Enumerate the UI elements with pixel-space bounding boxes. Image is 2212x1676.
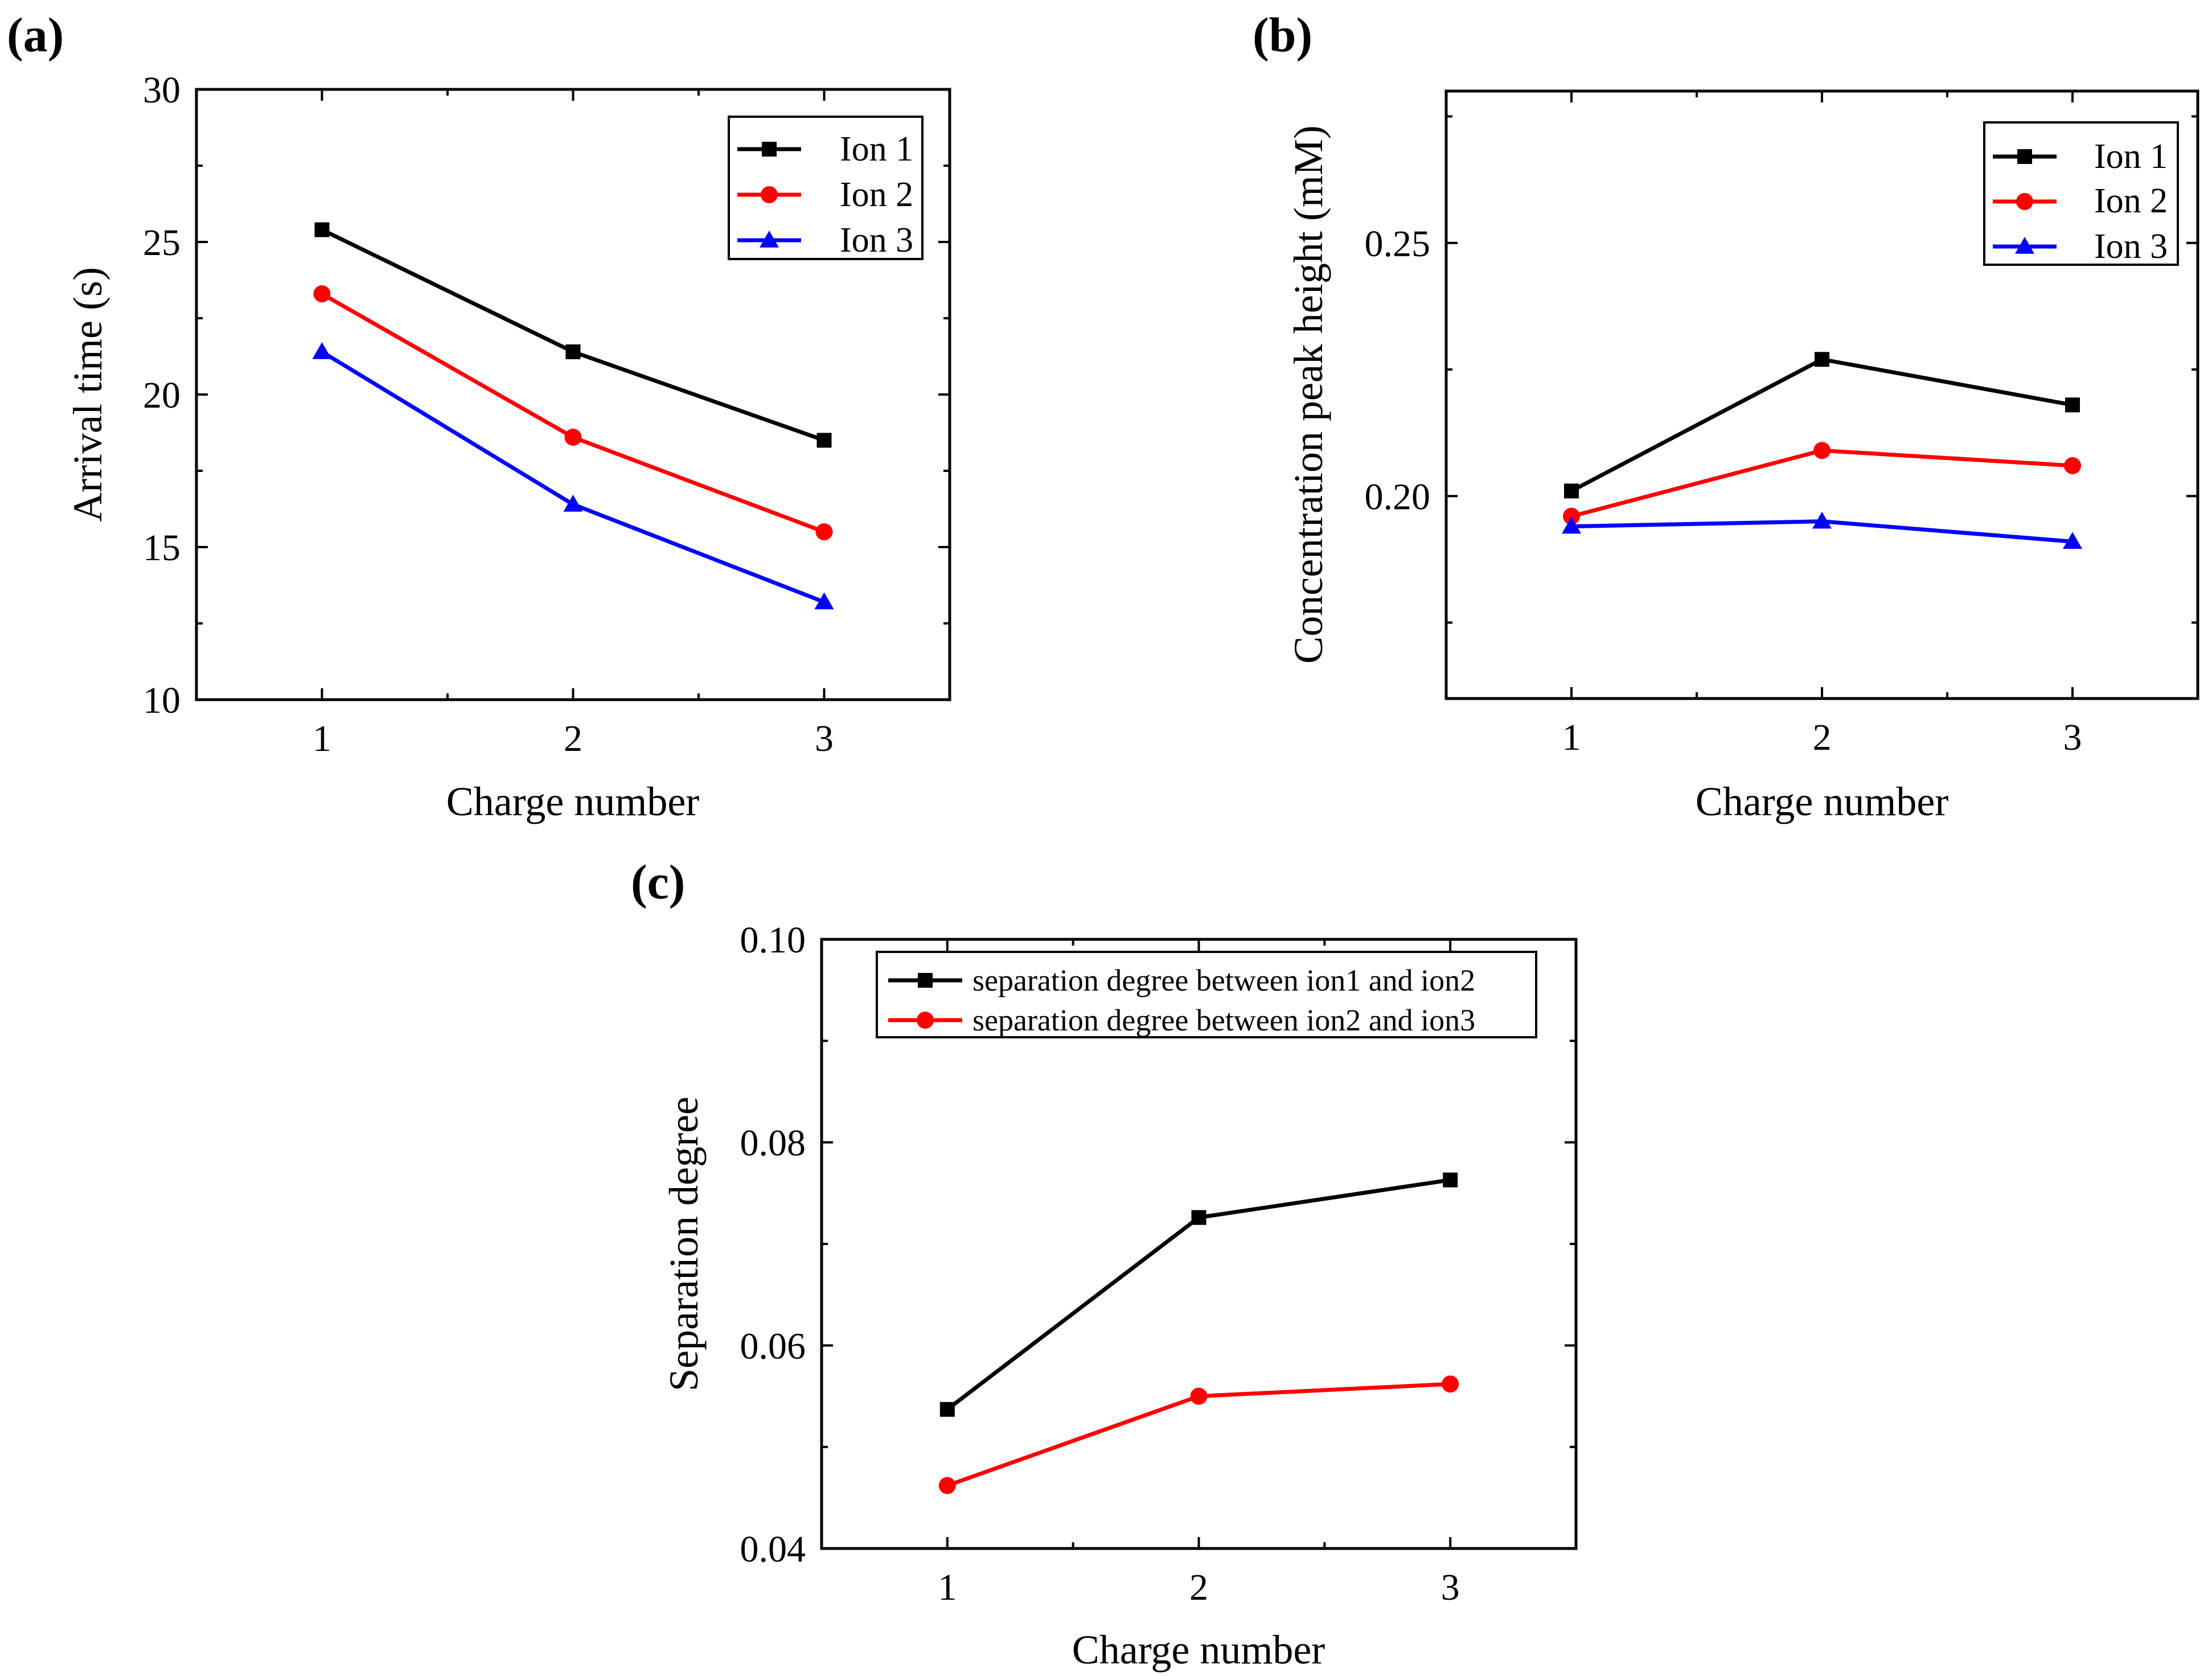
panel-a-series-1-point bbox=[314, 222, 330, 237]
panel-b-x-tick-label: 1 bbox=[1562, 717, 1581, 758]
panel-b-legend-label-ion1: Ion 1 bbox=[2094, 137, 2168, 176]
panel-b-x-tick-label: 3 bbox=[2063, 717, 2082, 758]
panel-a-legend: Ion 1 Ion 2 Ion 3 bbox=[728, 116, 924, 260]
panel-a-legend-label-ion2: Ion 2 bbox=[840, 175, 913, 214]
panel-a-legend-sample-2-marker bbox=[761, 186, 778, 203]
panel-a-series-3-point bbox=[563, 494, 583, 512]
panel-c-legend-box bbox=[876, 951, 1537, 1038]
panel-b-series-2-point bbox=[1563, 507, 1580, 525]
panel-c-series-1-point bbox=[1443, 1172, 1458, 1188]
panel-b-series-3-point bbox=[2063, 532, 2082, 549]
panel-b-legend: Ion 1 Ion 2 Ion 3 bbox=[1983, 121, 2179, 266]
panel-c-y-tick-label: 0.10 bbox=[740, 919, 806, 961]
panel-c-legend-label-ion2-ion3: separation degree between ion2 and ion3 bbox=[972, 1003, 1475, 1037]
panel-b-legend-sample-1-marker bbox=[2017, 149, 2032, 164]
panel-a-legend-samples bbox=[737, 142, 801, 248]
panel-a-ticks: 1 2 3 10 15 20 25 30 bbox=[143, 69, 950, 759]
panel-b-y-tick-label: 0.20 bbox=[1365, 476, 1431, 517]
panel-b-y-tick-label: 0.25 bbox=[1365, 223, 1431, 265]
panel-a-series-3-point bbox=[312, 342, 332, 359]
panel-b-legend-sample-2-marker bbox=[2016, 193, 2033, 210]
panel-a-x-tick-label: 2 bbox=[564, 718, 582, 759]
panel-b-series-2-line bbox=[1571, 448, 2073, 519]
panel-a-y-tick-label: 15 bbox=[143, 527, 180, 569]
panel-c: (c) 1 2 3 0.04 0.06 0.08 0.10 Charge number Se… bbox=[631, 855, 1578, 1673]
panel-a-legend-sample-3-marker bbox=[760, 231, 779, 248]
panel-a-y-tick-label: 30 bbox=[143, 69, 180, 111]
panel-c-y-tick-label: 0.04 bbox=[740, 1529, 806, 1570]
panel-c-legend: separation degree between ion1 and ion2 … bbox=[876, 951, 1537, 1038]
panel-b-series-1-point bbox=[1815, 352, 1829, 367]
panel-a-series-2-point bbox=[313, 285, 331, 303]
panel-b-ticks: 1 2 3 0.20 0.25 bbox=[1365, 91, 2198, 758]
panel-c-y-axis-title: Separation degree bbox=[661, 1096, 707, 1391]
panel-c-marks bbox=[938, 1172, 1459, 1494]
panel-a-legend-box bbox=[728, 116, 924, 260]
panel-a-series-1-point bbox=[816, 433, 832, 448]
panel-c-x-tick-label: 1 bbox=[938, 1567, 957, 1608]
panel-a-legend-sample-1-marker bbox=[762, 142, 777, 157]
panel-a-x-axis-title: Charge number bbox=[446, 779, 700, 824]
panel-c-label: (c) bbox=[631, 855, 685, 909]
panel-b-marks bbox=[1562, 352, 2082, 549]
panel-a-y-tick-label: 25 bbox=[143, 222, 180, 264]
panel-a: (a) 1 2 3 10 15 20 25 30 Charge number Arrival … bbox=[7, 7, 951, 824]
panel-b-legend-label-ion2: Ion 2 bbox=[2094, 182, 2168, 220]
panel-a-series-1-point bbox=[565, 344, 581, 359]
panel-c-x-tick-label: 3 bbox=[1441, 1567, 1460, 1608]
panel-a-label: (a) bbox=[7, 7, 64, 62]
panel-b-y-axis-title: Concentration peak height (mM) bbox=[1286, 125, 1331, 664]
panel-c-x-axis-title: Charge number bbox=[1072, 1627, 1325, 1673]
panel-c-legend-sample-1-marker bbox=[918, 973, 933, 988]
panel-c-y-tick-label: 0.08 bbox=[740, 1123, 806, 1164]
panel-a-series-3-point bbox=[814, 592, 834, 610]
panel-c-ticks: 1 2 3 0.04 0.06 0.08 0.10 bbox=[740, 919, 1576, 1608]
panel-a-series-3-line bbox=[321, 350, 825, 604]
panel-b-legend-sample-3-marker bbox=[2015, 237, 2034, 254]
panel-b-series-3-point bbox=[1562, 516, 1581, 534]
panel-c-series-1-point bbox=[1191, 1210, 1206, 1225]
panel-c-y-tick-label: 0.06 bbox=[740, 1325, 806, 1367]
panel-b-series-2-point bbox=[1813, 442, 1831, 459]
panel-b-series-1-line bbox=[1570, 357, 2073, 493]
panel-b-label: (b) bbox=[1253, 7, 1312, 62]
panel-a-x-tick-label: 1 bbox=[313, 718, 331, 759]
panel-b: (b) 1 2 3 0.20 0.25 Charge number Concentrat… bbox=[1253, 7, 2199, 824]
panel-a-marks bbox=[312, 222, 834, 610]
panel-a-legend-label-ion1: Ion 1 bbox=[840, 130, 913, 169]
panel-a-x-tick-label: 3 bbox=[815, 718, 834, 759]
panel-c-series-1-point bbox=[939, 1402, 955, 1417]
panel-c-series-2-point bbox=[1190, 1387, 1208, 1405]
panel-a-y-axis-title: Arrival time (s) bbox=[65, 267, 110, 522]
panel-c-series-2-point bbox=[938, 1477, 956, 1494]
panel-b-series-1-point bbox=[1564, 483, 1579, 499]
panel-c-x-tick-label: 2 bbox=[1189, 1567, 1208, 1608]
panel-a-series-2-point bbox=[564, 429, 582, 446]
panel-a-legend-label-ion3: Ion 3 bbox=[840, 221, 913, 260]
panel-c-legend-samples bbox=[888, 973, 962, 1029]
panel-b-series-1-point bbox=[2065, 397, 2080, 413]
panel-c-legend-label-ion1-ion2: separation degree between ion1 and ion2 bbox=[972, 963, 1475, 997]
panel-b-series-2-point bbox=[2064, 457, 2081, 474]
panel-b-legend-samples bbox=[1993, 149, 2057, 254]
panel-b-x-axis-title: Charge number bbox=[1696, 779, 1949, 824]
panel-a-y-tick-label: 20 bbox=[143, 375, 180, 416]
panel-b-legend-box bbox=[1983, 121, 2179, 266]
panel-c-series-2-point bbox=[1442, 1375, 1459, 1393]
panel-b-series-3-point bbox=[1812, 511, 1832, 529]
panel-b-x-tick-label: 2 bbox=[1813, 717, 1832, 758]
panel-a-y-tick-label: 10 bbox=[143, 680, 180, 721]
panel-a-series-2-point bbox=[815, 523, 833, 541]
panel-b-legend-label-ion3: Ion 3 bbox=[2094, 227, 2168, 266]
panel-c-legend-sample-2-marker bbox=[917, 1012, 934, 1029]
